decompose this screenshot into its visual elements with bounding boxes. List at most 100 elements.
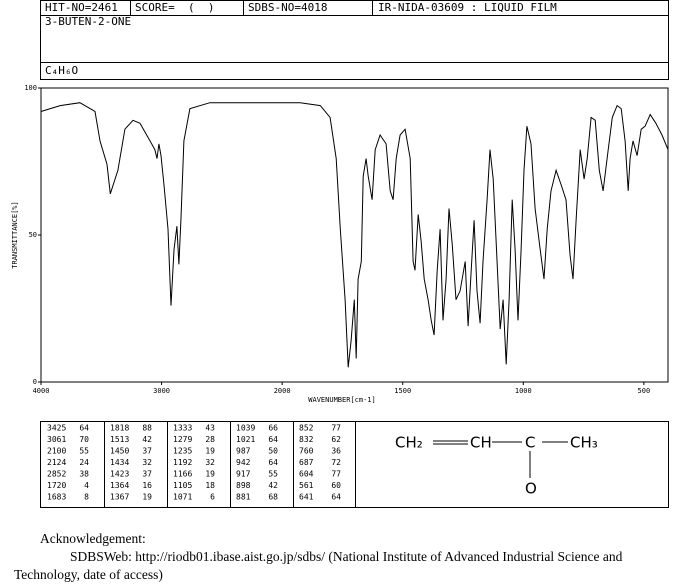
y-axis-label: TRANSMITTANCE[%]: [11, 201, 19, 268]
compound-name: 3-BUTEN-2-ONE: [45, 15, 131, 28]
peak-cell: 28: [205, 435, 215, 444]
peak-cell: 1450: [110, 447, 129, 456]
peak-cell: 64: [79, 424, 89, 433]
peak-cell: 1683: [47, 493, 66, 502]
peak-cell: 55: [268, 470, 278, 479]
structure-atom: C: [525, 434, 535, 452]
ack-title: Acknowledgement:: [40, 531, 146, 546]
peak-cell: 42: [142, 435, 152, 444]
peak-cell: 604: [299, 470, 314, 479]
peak-cell: 1434: [110, 458, 129, 467]
sdbs-no: SDBS-NO=4018: [248, 1, 327, 14]
peak-cell: 19: [205, 470, 215, 479]
peak-cell: 3061: [47, 435, 66, 444]
x-axis-label: WAVENUMBER[cm-1]: [308, 396, 375, 404]
peak-cell: 2852: [47, 470, 66, 479]
peak-cell: 37: [142, 447, 152, 456]
peak-cell: 6: [210, 493, 215, 502]
x-tick-label: 500: [638, 387, 651, 395]
peak-cell: 64: [331, 493, 341, 502]
peak-cell: 1021: [236, 435, 255, 444]
peak-cell: 66: [268, 424, 278, 433]
x-tick-label: 2000: [274, 387, 291, 395]
peak-cell: 852: [299, 424, 314, 433]
y-tick-label: 0: [33, 378, 37, 386]
peak-cell: 687: [299, 458, 314, 467]
peak-cell: 561: [299, 481, 314, 490]
peak-cell: 19: [205, 447, 215, 456]
peak-cell: 2100: [47, 447, 66, 456]
spectrum-sheet: HIT-NO=2461 SCORE= ( ) SDBS-NO=4018 IR-N…: [11, 0, 669, 508]
peak-cell: 1364: [110, 481, 129, 490]
peak-cell: 898: [236, 481, 251, 490]
peak-cell: 16: [142, 481, 152, 490]
x-tick-label: 4000: [33, 387, 50, 395]
peak-cell: 24: [79, 458, 89, 467]
peak-cell: 987: [236, 447, 251, 456]
ir-code: IR-NIDA-03609 : LIQUID FILM: [378, 1, 557, 14]
structure-atom: O: [525, 480, 537, 498]
peak-cell: 1071: [173, 493, 192, 502]
peak-cell: 917: [236, 470, 251, 479]
peak-cell: 88: [142, 424, 152, 433]
peak-cell: 1333: [173, 424, 192, 433]
peak-cell: 64: [268, 458, 278, 467]
peak-cell: 1105: [173, 481, 192, 490]
peak-cell: 68: [268, 493, 278, 502]
peak-cell: 760: [299, 447, 314, 456]
peak-cell: 1279: [173, 435, 192, 444]
peak-cell: 1039: [236, 424, 255, 433]
structure-atom: CH: [470, 434, 492, 452]
peak-cell: 1192: [173, 458, 192, 467]
peak-cell: 42: [268, 481, 278, 490]
peak-cell: 32: [142, 458, 152, 467]
peak-cell: 1513: [110, 435, 129, 444]
peak-cell: 38: [79, 470, 89, 479]
peak-frame: [40, 421, 669, 508]
peak-cell: 942: [236, 458, 251, 467]
spectrum-line: [40, 102, 669, 368]
hit-no: HIT-NO=2461: [45, 1, 118, 14]
x-tick-label: 3000: [153, 387, 170, 395]
peak-cell: 77: [331, 424, 341, 433]
peak-cell: 72: [331, 458, 341, 467]
peak-cell: 37: [142, 470, 152, 479]
peak-cell: 641: [299, 493, 314, 502]
x-tick-label: 1000: [515, 387, 532, 395]
y-tick-label: 50: [29, 231, 37, 239]
peak-cell: 50: [268, 447, 278, 456]
acknowledgement: Acknowledgement: SDBSWeb: http://riodb01…: [14, 530, 674, 584]
peak-cell: 18: [205, 481, 215, 490]
peak-cell: 55: [79, 447, 89, 456]
plot-frame: [40, 87, 669, 383]
peak-cell: 1235: [173, 447, 192, 456]
peak-cell: 36: [331, 447, 341, 456]
peak-cell: 4: [84, 481, 89, 490]
peak-cell: 62: [331, 435, 341, 444]
formula: C₄H₆O: [45, 64, 78, 77]
peak-cell: 881: [236, 493, 251, 502]
x-tick-label: 1500: [394, 387, 411, 395]
peak-cell: 60: [331, 481, 341, 490]
structure-bonds: [433, 440, 568, 478]
peak-cell: 832: [299, 435, 314, 444]
structure-atom: CH₂: [395, 434, 423, 452]
peak-cell: 8: [84, 493, 89, 502]
peak-cell: 64: [268, 435, 278, 444]
header-frame: [40, 0, 669, 80]
peak-cell: 1166: [173, 470, 192, 479]
peak-cell: 1367: [110, 493, 129, 502]
ack-text: SDBSWeb: http://riodb01.ibase.aist.go.jp…: [14, 549, 623, 582]
peak-cell: 3425: [47, 424, 66, 433]
peak-cell: 2124: [47, 458, 66, 467]
structure-atom: CH₃: [570, 434, 598, 452]
peak-cell: 1423: [110, 470, 129, 479]
peak-cell: 70: [79, 435, 89, 444]
y-tick-label: 100: [24, 84, 37, 92]
peak-cell: 1818: [110, 424, 129, 433]
score: SCORE= ( ): [135, 1, 214, 14]
peak-cell: 1720: [47, 481, 66, 490]
peak-cell: 43: [205, 424, 215, 433]
peak-cell: 32: [205, 458, 215, 467]
